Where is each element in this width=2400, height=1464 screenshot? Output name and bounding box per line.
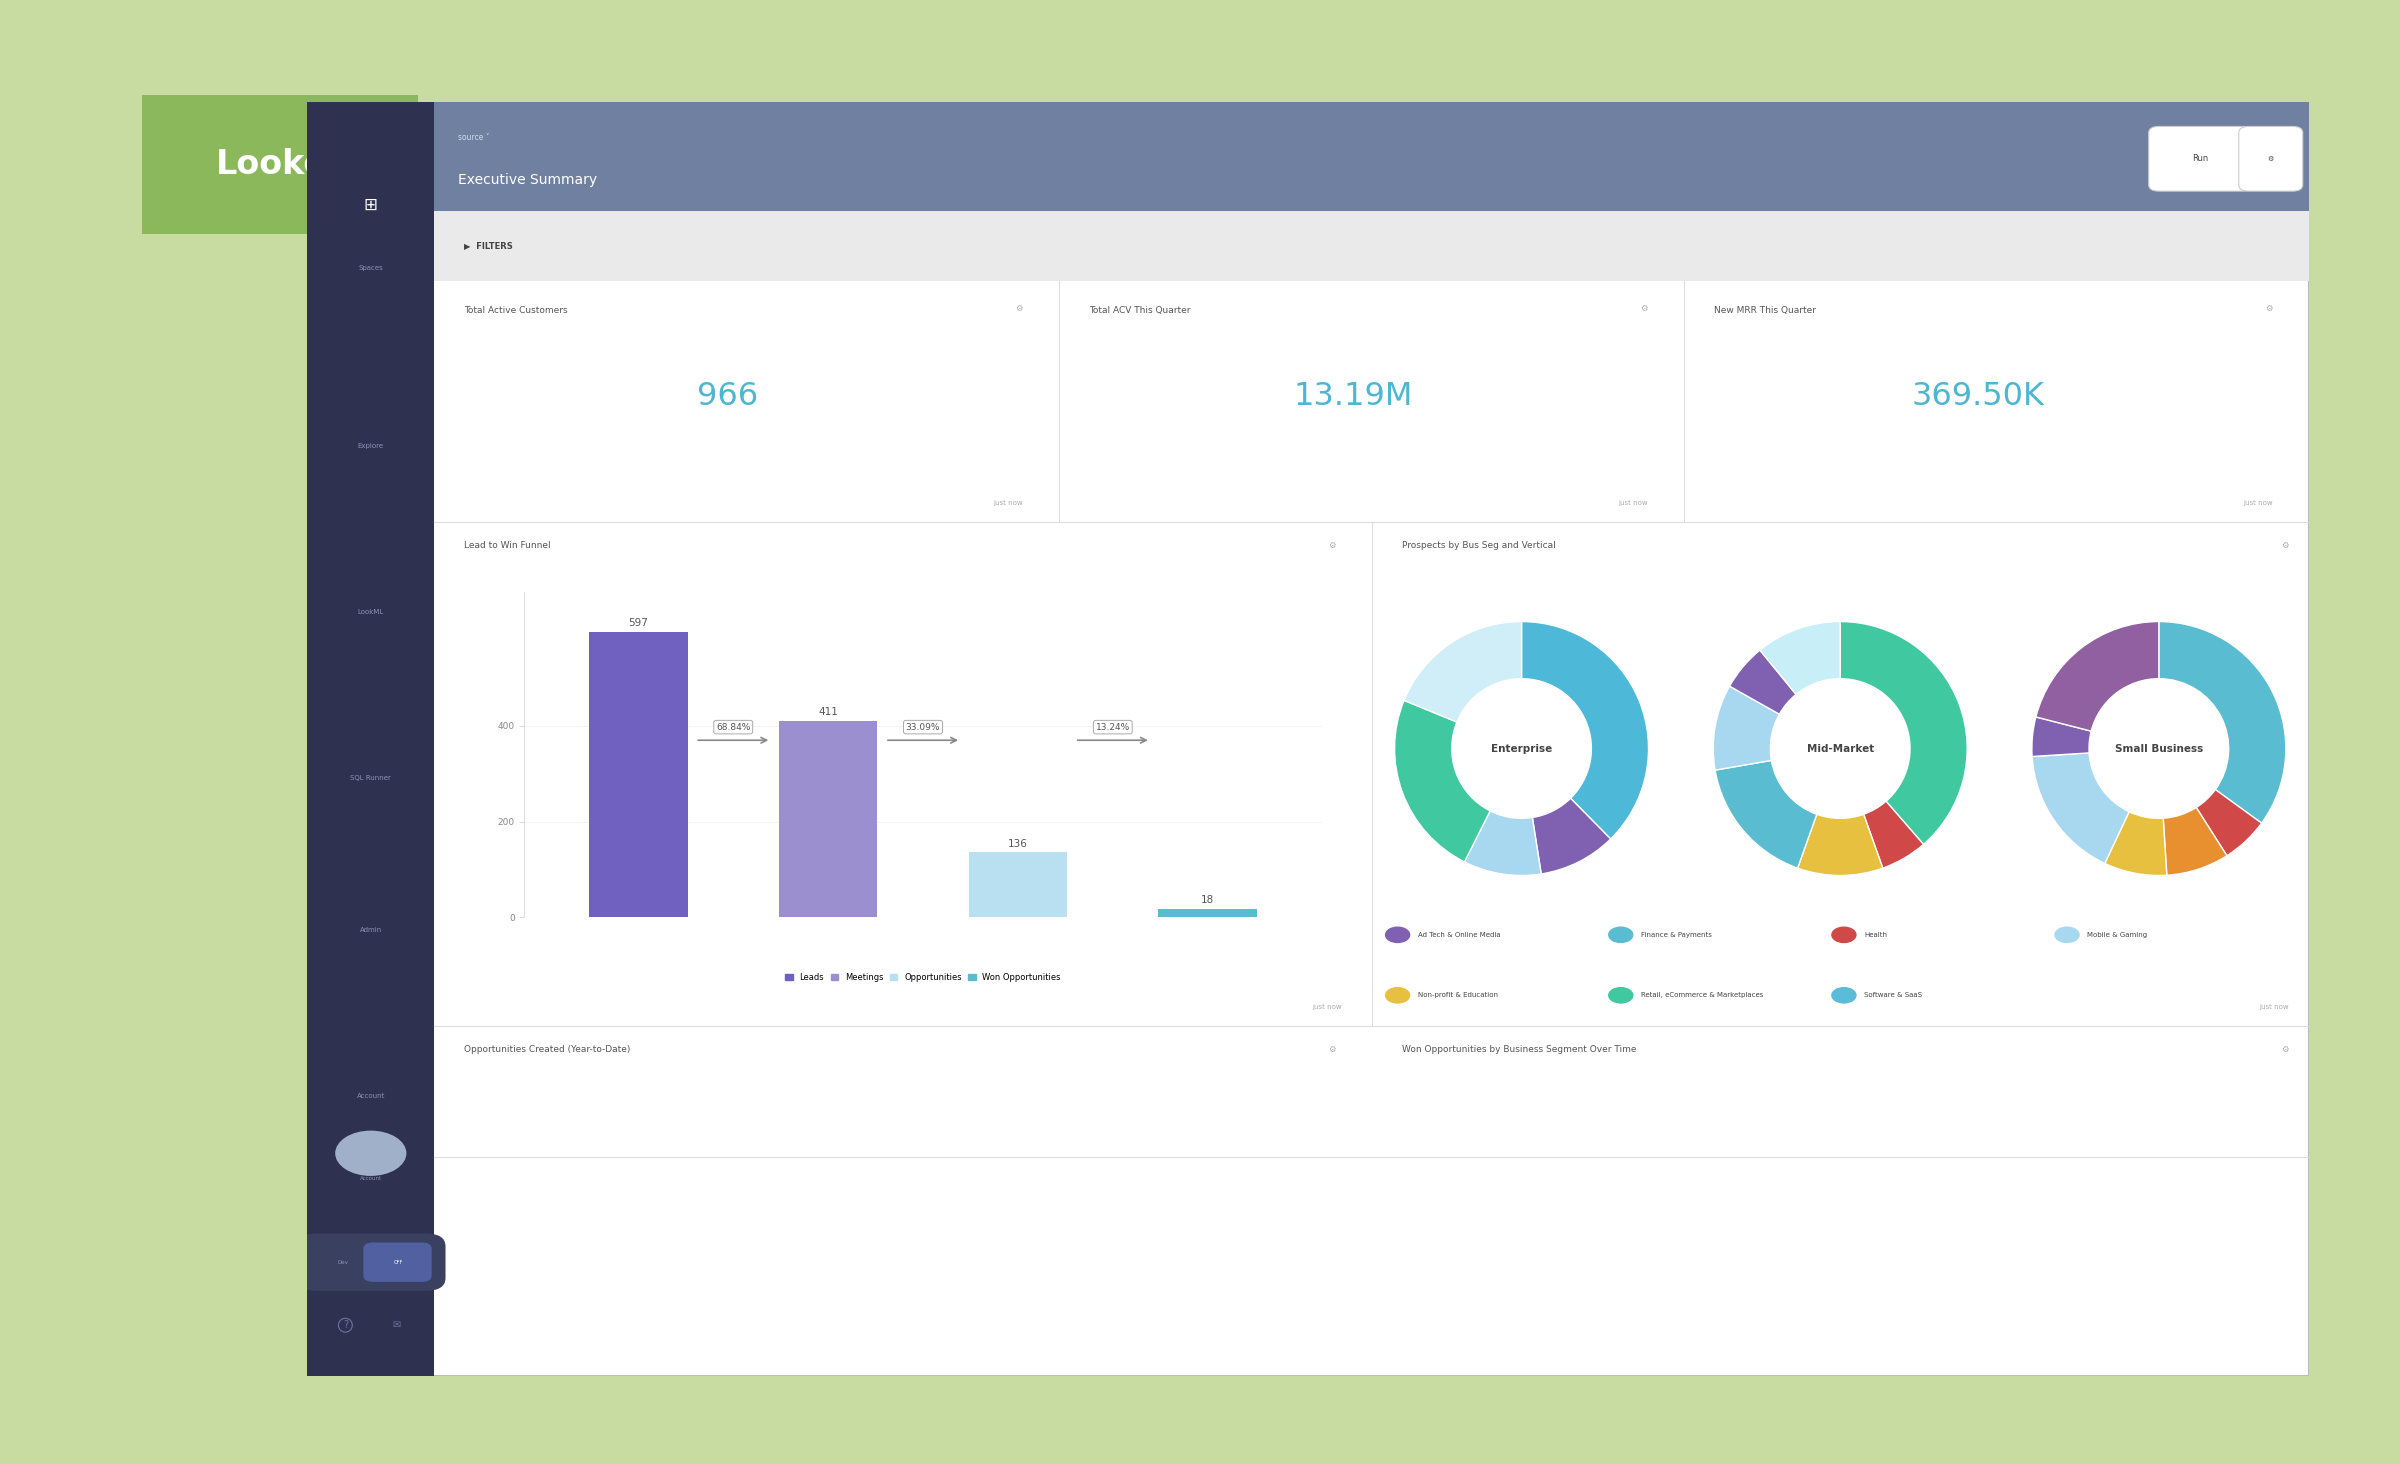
Text: ⚙: ⚙: [1327, 1045, 1334, 1054]
Wedge shape: [2162, 808, 2227, 875]
Text: 68.84%: 68.84%: [715, 723, 751, 732]
Wedge shape: [1716, 760, 1817, 868]
Wedge shape: [1464, 811, 1541, 875]
Text: just now: just now: [994, 501, 1022, 507]
Text: ⚙: ⚙: [1015, 303, 1022, 313]
Wedge shape: [2033, 752, 2129, 864]
Text: 13.19M: 13.19M: [1294, 381, 1414, 411]
Text: Prospects by Bus Seg and Vertical: Prospects by Bus Seg and Vertical: [1402, 540, 1555, 550]
Text: 411: 411: [818, 707, 838, 717]
Text: ▶  FILTERS: ▶ FILTERS: [466, 242, 514, 250]
Text: 13.24%: 13.24%: [1097, 723, 1130, 732]
Text: Dev: Dev: [338, 1259, 348, 1265]
Text: 966: 966: [698, 381, 758, 411]
Text: LookML: LookML: [358, 609, 384, 615]
Text: Software & SaaS: Software & SaaS: [1865, 993, 1922, 998]
Text: Explore: Explore: [358, 444, 384, 449]
Text: Admin: Admin: [360, 927, 382, 934]
Wedge shape: [1841, 622, 1968, 845]
Text: ⚙: ⚙: [2282, 1045, 2290, 1054]
Text: Retail, eCommerce & Marketplaces: Retail, eCommerce & Marketplaces: [1642, 993, 1764, 998]
Text: just now: just now: [2244, 501, 2273, 507]
Text: Opportunities Created (Year-to-Date): Opportunities Created (Year-to-Date): [466, 1045, 631, 1054]
Wedge shape: [1865, 801, 1922, 868]
Wedge shape: [2033, 717, 2090, 757]
Text: 18: 18: [1200, 896, 1214, 905]
FancyBboxPatch shape: [362, 1243, 432, 1282]
Bar: [307, 102, 434, 1376]
Bar: [1159, 909, 1258, 918]
Text: Dev: Dev: [365, 1259, 377, 1265]
Text: Lead to Win Funnel: Lead to Win Funnel: [466, 540, 552, 550]
Wedge shape: [1730, 650, 1795, 714]
Text: Account: Account: [360, 1176, 382, 1181]
Wedge shape: [1404, 622, 1522, 722]
Text: ✉: ✉: [391, 1321, 401, 1331]
Text: Non-profit & Education: Non-profit & Education: [1418, 993, 1498, 998]
Text: 136: 136: [1008, 839, 1027, 849]
Bar: [588, 631, 689, 918]
Text: Total ACV This Quarter: Total ACV This Quarter: [1090, 306, 1190, 315]
Text: Small Business: Small Business: [2114, 744, 2203, 754]
Text: just now: just now: [2258, 1004, 2290, 1010]
Bar: [434, 211, 2309, 281]
Text: Total Active Customers: Total Active Customers: [466, 306, 569, 315]
Text: 33.09%: 33.09%: [905, 723, 941, 732]
Bar: [970, 852, 1068, 918]
Text: Mobile & Gaming: Mobile & Gaming: [2088, 931, 2148, 938]
Circle shape: [2054, 927, 2078, 943]
Text: ⚙: ⚙: [1642, 303, 1649, 313]
Text: Won Opportunities by Business Segment Over Time: Won Opportunities by Business Segment Ov…: [1402, 1045, 1637, 1054]
FancyBboxPatch shape: [2148, 126, 2254, 192]
Bar: [434, 102, 2309, 211]
Wedge shape: [2196, 789, 2261, 856]
Text: SQL Runner: SQL Runner: [350, 774, 391, 780]
FancyBboxPatch shape: [298, 1234, 446, 1291]
Circle shape: [1608, 988, 1632, 1003]
Circle shape: [1831, 988, 1855, 1003]
Text: Account: Account: [358, 1094, 384, 1099]
Text: Health: Health: [1865, 931, 1886, 938]
Circle shape: [1831, 927, 1855, 943]
Wedge shape: [1394, 700, 1490, 862]
Circle shape: [1608, 927, 1632, 943]
Wedge shape: [1759, 622, 1841, 694]
Wedge shape: [1798, 814, 1884, 875]
Bar: [778, 720, 878, 918]
Wedge shape: [1522, 622, 1649, 839]
Text: New MRR This Quarter: New MRR This Quarter: [1714, 306, 1817, 315]
Text: just now: just now: [1618, 501, 1649, 507]
Legend: Leads, Meetings, Opportunities, Won Opportunities: Leads, Meetings, Opportunities, Won Oppo…: [782, 969, 1063, 985]
Text: Finance & Payments: Finance & Payments: [1642, 931, 1711, 938]
Text: ⚙: ⚙: [2282, 540, 2290, 550]
Text: Ad Tech & Online Media: Ad Tech & Online Media: [1418, 931, 1500, 938]
Text: Executive Summary: Executive Summary: [458, 173, 598, 187]
Text: OFF: OFF: [394, 1259, 403, 1265]
Circle shape: [336, 1130, 406, 1176]
Wedge shape: [2105, 811, 2167, 875]
Text: Mid-Market: Mid-Market: [1807, 744, 1874, 754]
Text: ⚙: ⚙: [1327, 540, 1334, 550]
Text: just now: just now: [1313, 1004, 1342, 1010]
Text: Looker: Looker: [216, 148, 343, 182]
Text: Run: Run: [2194, 154, 2208, 164]
Wedge shape: [1714, 687, 1778, 770]
Text: ?: ?: [343, 1321, 348, 1331]
FancyBboxPatch shape: [115, 85, 444, 244]
Text: ⚙: ⚙: [2266, 303, 2273, 313]
Text: ⊞: ⊞: [365, 195, 377, 214]
Wedge shape: [2035, 622, 2160, 731]
FancyBboxPatch shape: [2239, 126, 2302, 192]
Text: ⚙: ⚙: [2268, 155, 2273, 163]
Text: source ˅: source ˅: [458, 133, 490, 142]
Circle shape: [1385, 988, 1409, 1003]
Text: 369.50K: 369.50K: [1910, 381, 2045, 411]
Text: Spaces: Spaces: [358, 265, 384, 271]
Text: 597: 597: [629, 618, 648, 628]
Circle shape: [1385, 927, 1409, 943]
Wedge shape: [2160, 622, 2285, 823]
Text: Enterprise: Enterprise: [1490, 744, 1553, 754]
Wedge shape: [1531, 798, 1610, 874]
